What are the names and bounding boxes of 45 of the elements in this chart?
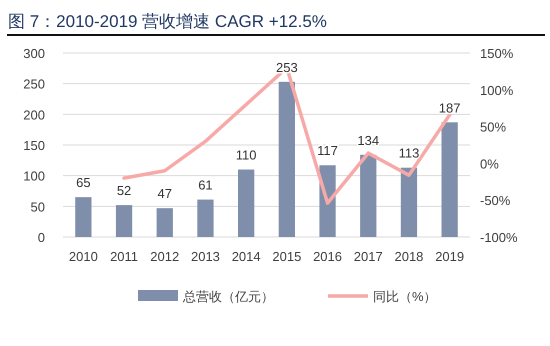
data-label: 47 xyxy=(158,186,172,202)
x-tick-label: 2017 xyxy=(354,249,383,264)
y2-tick-label: 100% xyxy=(480,82,514,98)
bar xyxy=(360,154,376,237)
x-tick-label: 2014 xyxy=(232,249,261,264)
data-label: 187 xyxy=(438,100,460,116)
y2-tick-label: -100% xyxy=(480,230,518,245)
bar xyxy=(400,168,418,237)
x-tick-label: 2011 xyxy=(110,249,138,264)
data-label: 113 xyxy=(398,146,420,161)
bar xyxy=(278,82,295,237)
data-label: 110 xyxy=(236,148,257,163)
x-tick-label: 2016 xyxy=(313,249,342,264)
bar xyxy=(75,197,92,237)
x-tick-label: 2019 xyxy=(435,249,464,264)
bar xyxy=(238,170,254,237)
x-tick-label: 2013 xyxy=(190,249,220,264)
y2-tick-label: 0% xyxy=(480,156,500,172)
y2-tick-label: 50% xyxy=(480,120,506,135)
y-tick-label: 150 xyxy=(23,138,45,153)
x-tick-label: 2012 xyxy=(150,249,180,264)
y-tick-label: 100 xyxy=(23,168,45,184)
y2-tick-label: 150% xyxy=(480,46,514,61)
data-label: 65 xyxy=(76,175,91,190)
y-tick-label: 50 xyxy=(30,199,45,214)
bar xyxy=(442,122,458,237)
data-label: 134 xyxy=(357,132,380,148)
x-tick-label: 2015 xyxy=(272,249,302,264)
data-label: 52 xyxy=(116,183,132,198)
y-tick-label: 200 xyxy=(23,107,45,122)
x-tick-label: 2010 xyxy=(68,249,98,264)
data-label: 117 xyxy=(317,143,338,158)
legend-label: 总营收（亿元） xyxy=(182,289,274,304)
y-tick-label: 300 xyxy=(23,46,45,61)
legend-label: 同比（%） xyxy=(373,289,437,304)
y2-tick-label: -50% xyxy=(480,193,511,208)
data-label: 253 xyxy=(276,60,298,75)
bar xyxy=(116,205,132,237)
y-tick-label: 0 xyxy=(38,230,45,245)
y-tick-label: 250 xyxy=(23,76,45,92)
data-label: 61 xyxy=(198,178,213,193)
bar xyxy=(197,200,214,237)
x-tick-label: 2018 xyxy=(394,249,424,264)
bar xyxy=(156,208,173,237)
chart-title: 图 7：2010-2019 营收增速 CAGR +12.5% xyxy=(8,12,327,31)
